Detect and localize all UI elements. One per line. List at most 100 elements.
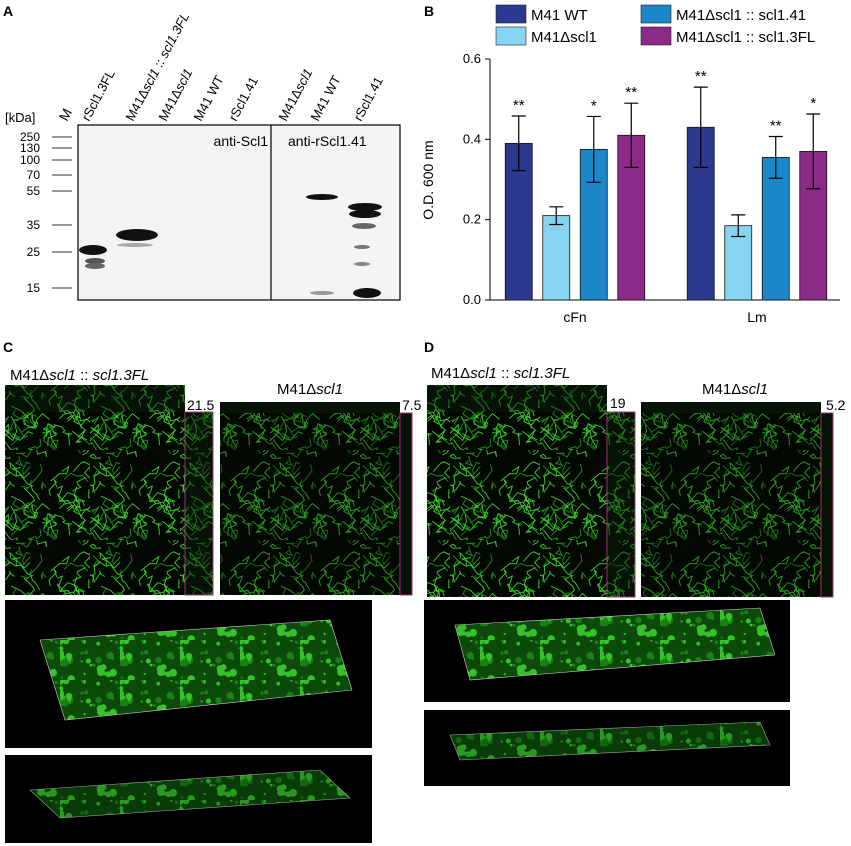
error-bar [806,113,821,190]
image-label: M41Δscl1 :: scl1.3FL [10,727,159,744]
micrograph [641,413,821,597]
image-label: M41Δscl1 :: scl1.3FL [428,683,577,700]
bar [542,215,571,301]
render-3d-volume [39,619,353,721]
error-bar [624,102,639,169]
image-strip [427,385,607,412]
panel-d-images [424,385,834,786]
text-part: :: [80,727,98,744]
lane-label: M41 WT [307,73,343,123]
band [117,243,153,247]
band [85,258,105,264]
significance: ** [770,118,782,135]
text-part: M41Δ [428,683,470,700]
lane-label: M41 WT [190,73,226,123]
marker-label: 250 [20,130,40,144]
panel-label: A [3,3,13,19]
marker-label: 70 [27,168,41,182]
antibody-label: anti-rScl1.41 [288,133,367,149]
y-tick-label: 0.4 [463,131,481,146]
text-part: scl1 [171,66,195,93]
significance: * [591,97,597,114]
text-part: M41Δ [277,381,316,398]
text-part: M41Δ [428,767,470,784]
band [348,203,382,211]
image-label: M41Δscl1 [702,381,768,398]
significance: ** [513,97,525,114]
blot-frame [77,124,401,301]
band [354,245,370,249]
significance: ** [625,84,637,101]
legend-label: M41Δscl1 :: scl1.41 [676,7,806,24]
y-tick-label: 0.0 [463,292,481,307]
text-part: scl1 [470,767,498,784]
antibody-label: anti-Scl1 [214,133,269,149]
error-bar [731,214,746,238]
image-strip [820,412,834,598]
text-part: :: [498,683,516,700]
marker-label: 100 [20,153,40,167]
image-strip [185,412,213,595]
text-part: scl1 [52,824,80,841]
legend-swatch [495,26,527,46]
band [353,288,381,298]
band [306,194,338,200]
marker-label: 35 [27,218,41,232]
band [352,223,376,229]
text-part: M41 WT [307,73,343,123]
band [349,210,381,218]
band [79,245,107,255]
error-bar [768,135,783,179]
legend-swatch [640,26,672,46]
text-part: scl1 [52,727,80,744]
panel-c-images [5,385,413,843]
significance: ** [695,68,707,85]
text-part: rScl1.3FL [78,67,117,123]
image-label: M41Δscl1 [277,381,343,398]
y-axis-title: O.D. 600 nm [420,140,436,219]
image-strip [220,402,400,413]
error-bar [586,115,601,183]
text-part: M41Δ [10,727,52,744]
legend-swatch [640,4,672,24]
render-3d-volume [454,607,776,681]
band [116,229,158,241]
marker-label: 15 [27,281,41,295]
text-part: scl1 [291,66,315,93]
error-bar [511,115,526,172]
text-part: scl1 [741,381,768,398]
text-part: rScl1.41 [350,74,386,123]
image-label: M41Δscl1 :: scl1.3FL [10,367,149,384]
significance: * [810,95,816,112]
render-3d-volume [449,721,771,761]
micrograph [220,413,400,595]
panel-label: B [424,3,434,19]
text-part: :: [497,365,514,382]
text-part: scl1.3FL [156,10,192,60]
blot-bands [79,194,382,298]
text-part: scl1.3FL [98,727,158,744]
depth-label: 19 [610,395,626,411]
marker-label: 25 [27,245,41,259]
lane-label: rScl1.3FL [78,67,117,123]
bar [761,157,790,301]
marker-label: 130 [20,141,40,155]
text-part: scl1 [470,683,498,700]
lane-label: rScl1.41 [350,74,386,123]
y-tick-label: 0.6 [463,51,481,66]
band [354,262,370,266]
text-part: scl1.3FL [514,365,571,382]
image-strip [607,412,635,597]
text-part: rScl1.41 [225,74,261,123]
text-part: scl1 [316,381,343,398]
blot-unit: [kDa] [5,110,35,125]
error-bar [693,86,708,169]
panel-label: C [3,339,13,355]
text-part: M41Δ [10,824,52,841]
legend-swatch [495,4,527,24]
depth-label: 7.5 [402,397,422,413]
y-tick-label: 0.2 [463,212,481,227]
image-label: M41Δscl1 [10,824,80,841]
text-part: scl1.3FL [516,683,576,700]
